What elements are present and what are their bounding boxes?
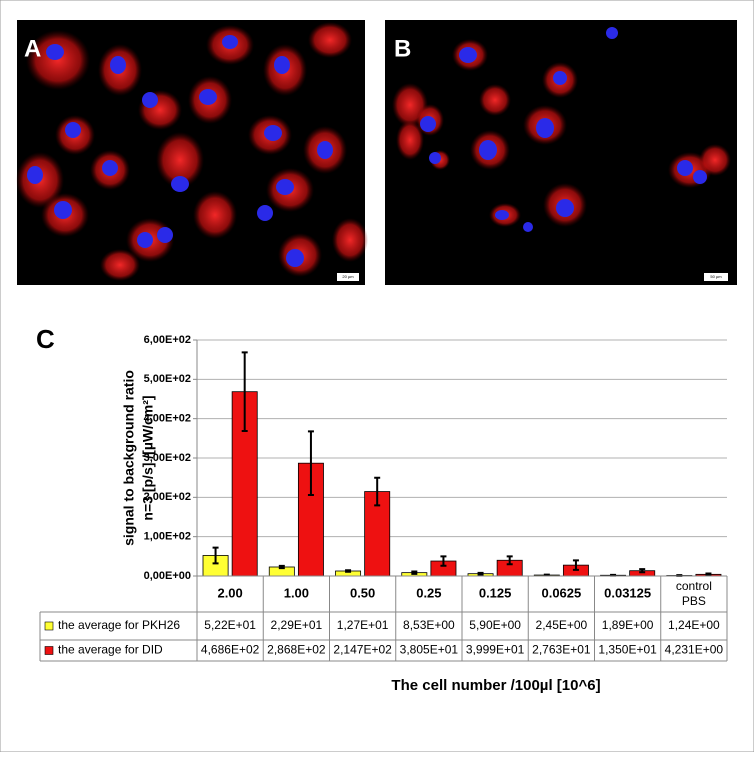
table-cell: 3,999E+01 <box>466 643 525 657</box>
table-cell: 2,29E+01 <box>271 618 323 632</box>
y-tick-label: 2,00E+02 <box>144 491 191 503</box>
error-bar <box>345 570 351 572</box>
table-cell: 1,27E+01 <box>337 618 389 632</box>
y-tick-label: 5,00E+02 <box>144 373 191 385</box>
x-tick-label: 0.50 <box>350 585 375 600</box>
legend-swatch <box>45 622 53 630</box>
x-tick-label: PBS <box>682 594 706 608</box>
table-cell: 5,90E+00 <box>469 618 521 632</box>
x-tick-label: 1.00 <box>284 585 309 600</box>
legend-label: the average for DID <box>58 643 163 657</box>
y-tick-label: 4,00E+02 <box>144 413 191 425</box>
table-cell: 2,763E+01 <box>532 643 591 657</box>
table-cell: 1,24E+00 <box>668 618 720 632</box>
error-bar <box>705 574 711 576</box>
micrograph-a <box>16 20 368 285</box>
x-tick-label: 0.125 <box>479 585 512 600</box>
scale-bar-label: 50 µm <box>710 274 722 279</box>
table-cell: 4,686E+02 <box>201 643 260 657</box>
y-tick-label: 0,00E+00 <box>144 570 191 582</box>
y-tick-label: 6,00E+02 <box>144 334 191 346</box>
x-tick-label: 0.25 <box>416 585 441 600</box>
micrograph-b <box>385 20 737 285</box>
x-tick-label: 0.03125 <box>604 585 651 600</box>
x-axis-title: The cell number /100µl [10^6] <box>391 677 600 694</box>
panel-label: B <box>394 35 411 62</box>
table-cell: 2,45E+00 <box>536 618 588 632</box>
table-cell: 2,147E+02 <box>333 643 392 657</box>
y-axis-title: signal to background ratio <box>121 370 137 546</box>
table-cell: 2,868E+02 <box>267 643 326 657</box>
error-bar <box>478 573 484 575</box>
table-cell: 5,22E+01 <box>204 618 256 632</box>
table-cell: 1,89E+00 <box>602 618 654 632</box>
table-cell: 8,53E+00 <box>403 618 455 632</box>
y-tick-label: 3,00E+02 <box>144 452 191 464</box>
scale-bar-label: 20 µm <box>342 274 354 279</box>
error-bar <box>544 575 550 576</box>
x-tick-label: 0.0625 <box>541 585 581 600</box>
panel-label: A <box>24 35 41 62</box>
legend-swatch <box>45 647 53 655</box>
table-cell: 1,350E+01 <box>598 643 657 657</box>
x-tick-label: 2.00 <box>217 585 242 600</box>
panel-label: C <box>36 324 55 354</box>
x-tick-label: control <box>676 579 712 593</box>
legend-label: the average for PKH26 <box>58 618 180 632</box>
y-tick-label: 1,00E+02 <box>144 531 191 543</box>
table-cell: 3,805E+01 <box>400 643 459 657</box>
table-cell: 4,231E+00 <box>665 643 724 657</box>
